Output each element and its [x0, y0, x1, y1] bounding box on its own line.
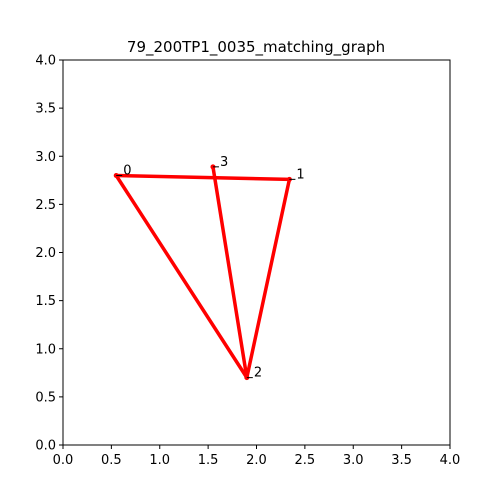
- y-tick-label: 0.0: [35, 439, 56, 454]
- y-tick-label: 0.5: [35, 390, 56, 405]
- node-labels-layer: 0 1 2 3: [116, 155, 305, 381]
- y-tick-label: 2.0: [35, 246, 56, 261]
- node-3-label: 3: [220, 155, 228, 170]
- x-tick-label: 0.0: [53, 453, 74, 468]
- x-axis: 0.0 0.5 1.0 1.5 2.0 2.5 3.0 3.5 4.0: [53, 445, 461, 468]
- y-tick-label: 3.0: [35, 150, 56, 165]
- x-tick-label: 4.0: [440, 453, 461, 468]
- y-axis: 0.0 0.5 1.0 1.5 2.0 2.5 3.0 3.5 4.0: [35, 54, 63, 454]
- y-tick-label: 3.5: [35, 102, 56, 117]
- chart-title: 79_200TP1_0035_matching_graph: [127, 38, 385, 57]
- x-tick-label: 3.0: [343, 453, 364, 468]
- edge-0-2: [114, 173, 249, 380]
- edges-layer: [114, 165, 292, 380]
- edge-0-1: [114, 173, 292, 182]
- node-1-label: 1: [296, 167, 304, 182]
- x-tick-label: 3.5: [391, 453, 412, 468]
- y-tick-label: 1.5: [35, 294, 56, 309]
- edge-1-2: [245, 177, 292, 380]
- x-tick-label: 2.5: [295, 453, 316, 468]
- node-0-label: 0: [123, 164, 131, 179]
- y-tick-label: 1.0: [35, 342, 56, 357]
- y-tick-label: 2.5: [35, 198, 56, 213]
- x-tick-label: 2.0: [246, 453, 267, 468]
- x-tick-label: 1.5: [198, 453, 219, 468]
- y-tick-label: 4.0: [35, 54, 56, 69]
- edge-2-3: [211, 165, 249, 380]
- node-2-label: 2: [254, 366, 262, 381]
- x-tick-label: 1.0: [149, 453, 170, 468]
- x-tick-label: 0.5: [101, 453, 122, 468]
